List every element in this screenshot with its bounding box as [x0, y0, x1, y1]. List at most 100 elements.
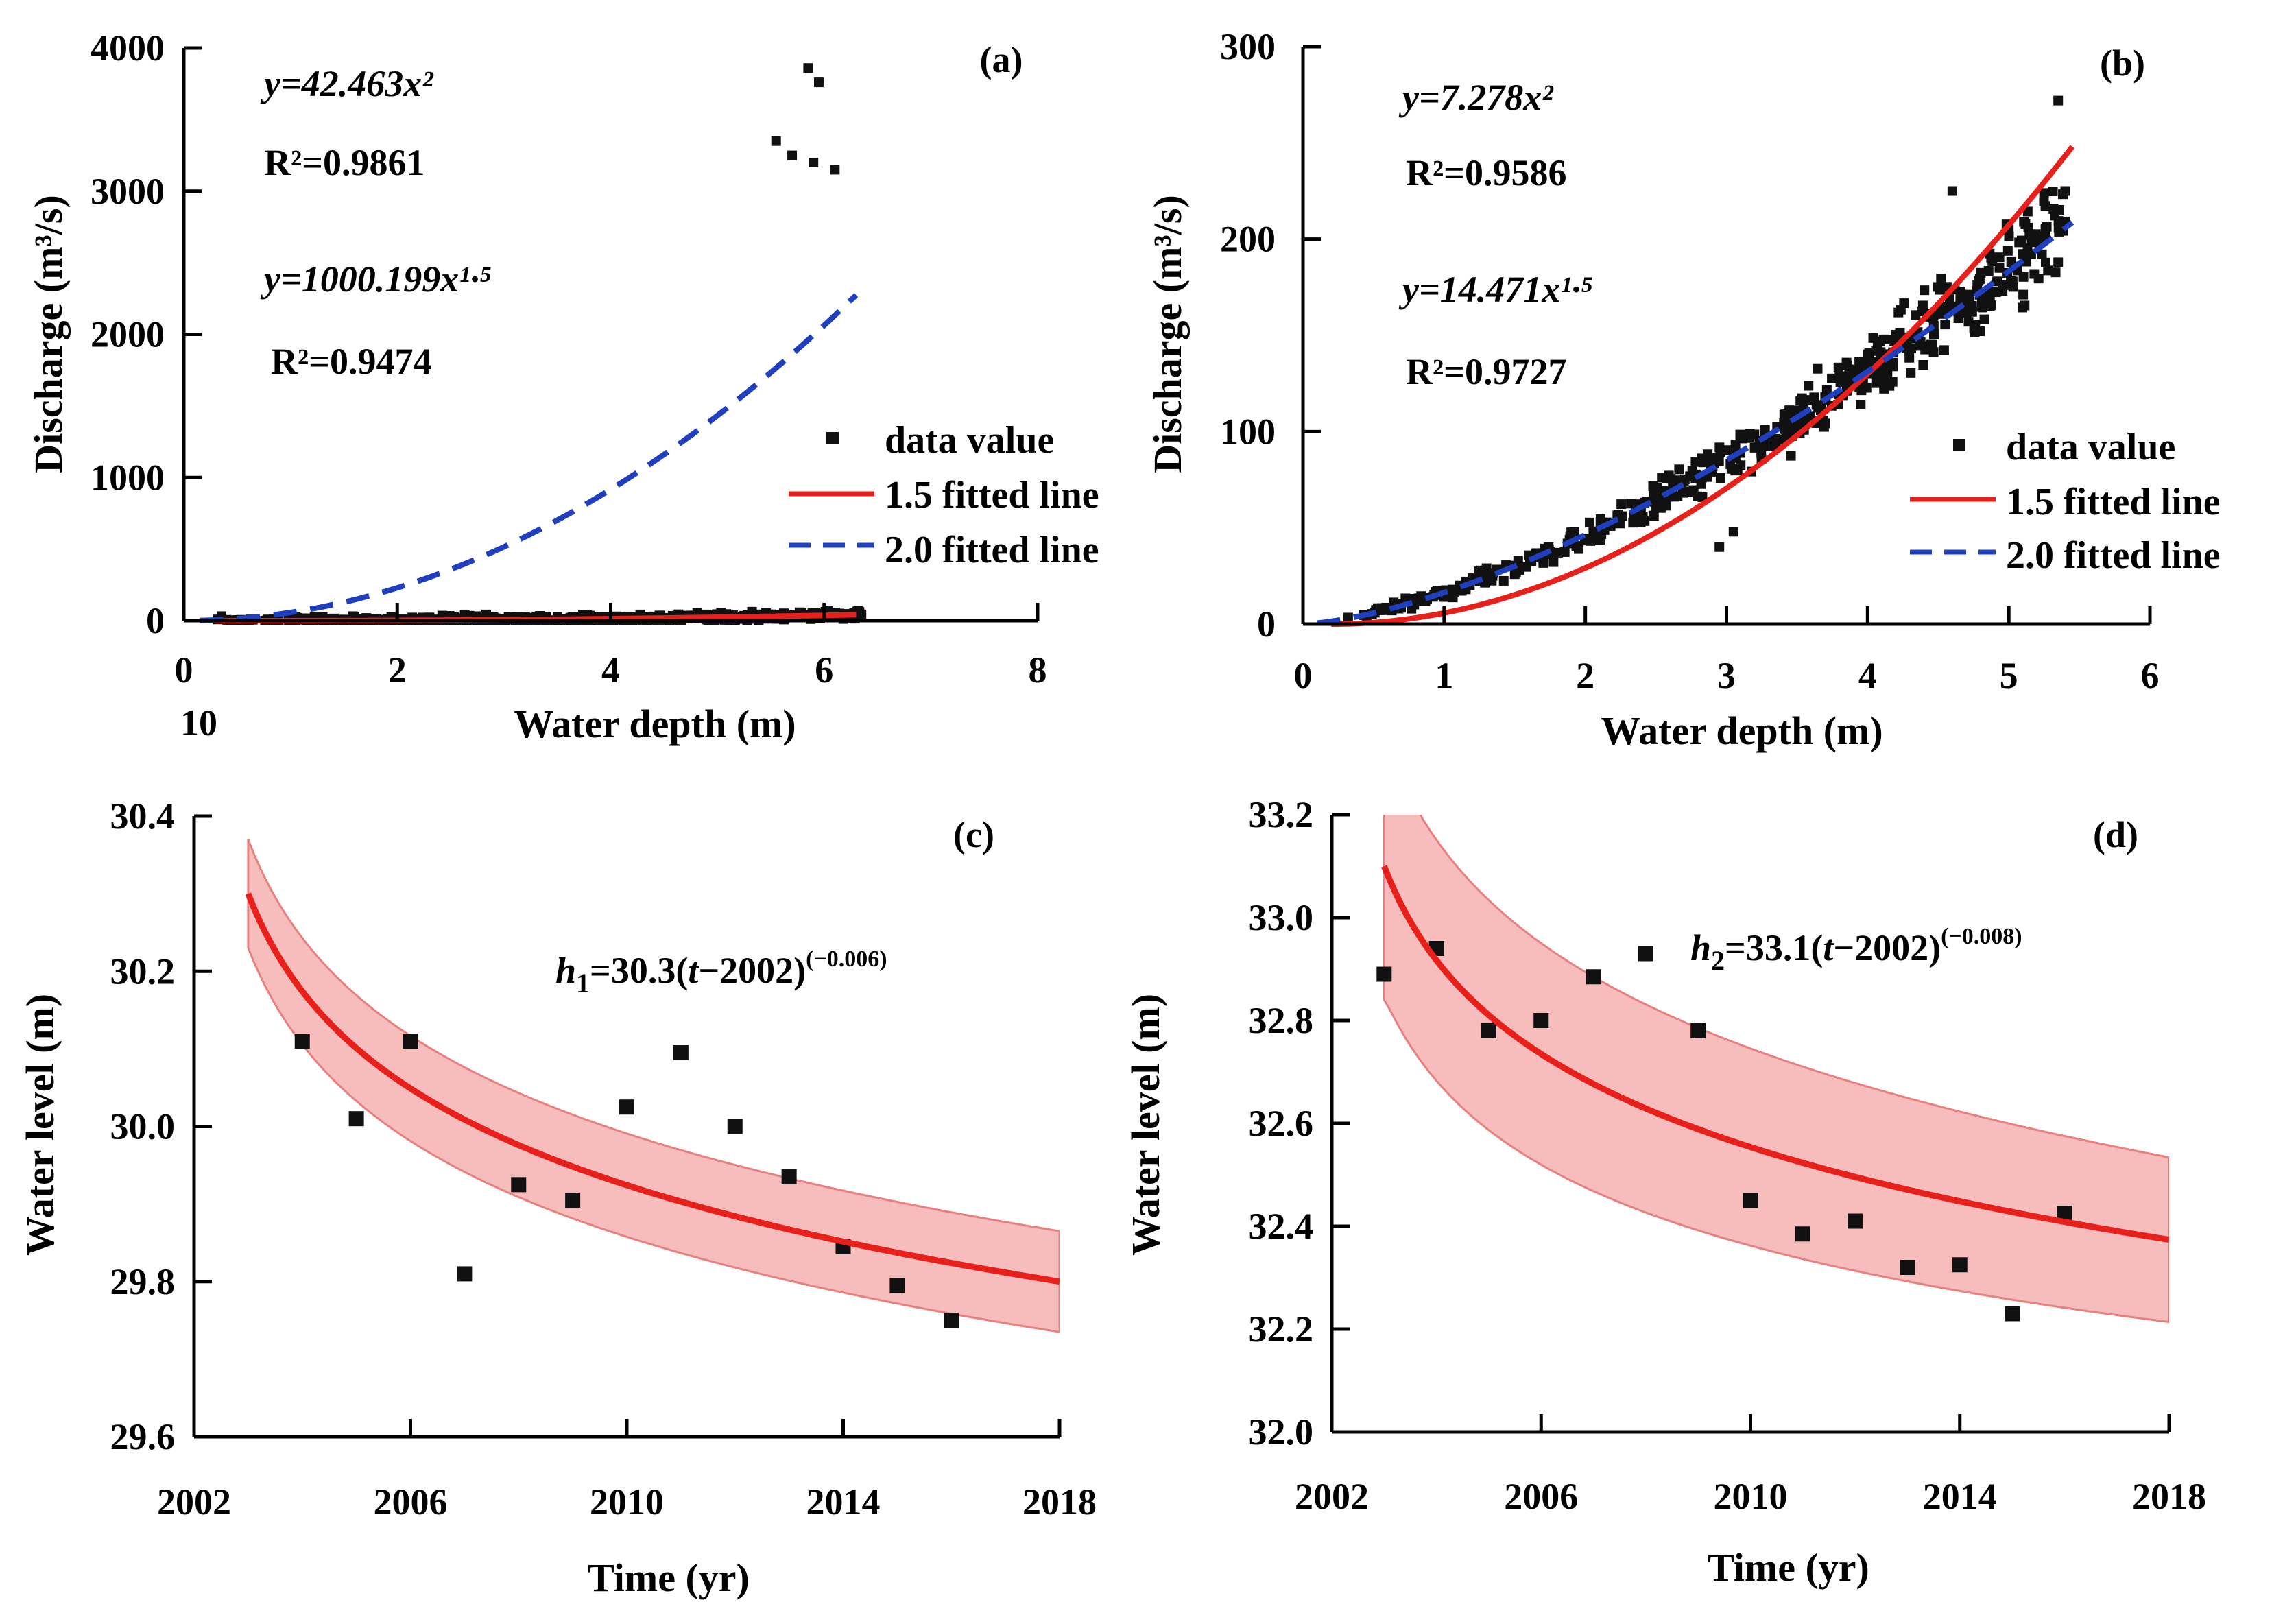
- panel-b-equation-1: y=7.278x²: [1398, 77, 1554, 118]
- panel-b-point: [1708, 453, 1719, 463]
- panel-b-point: [1856, 385, 1867, 396]
- panel-b-point: [1964, 289, 1974, 300]
- panel-c-x-axis-title: Time (yr): [588, 1555, 750, 1600]
- panel-b-point: [1498, 575, 1509, 586]
- panel-b-legend: data value 1.5 fitted line 2.0 fitted li…: [1910, 426, 2221, 577]
- panel-b-point: [2040, 257, 2050, 267]
- panel-c-points: [294, 1034, 959, 1328]
- panel-d-y-axis-title: Water level (m): [1123, 994, 1168, 1256]
- panel-d-equation: h2=33.1(t−2002)(−0.008): [1690, 924, 2022, 976]
- panel-c-y-ticks: [194, 814, 212, 1439]
- panel-d-x-tick-labels: 2002 2006 2010 2014 2018: [1295, 1476, 2206, 1517]
- panel-b-point: [2006, 276, 2016, 286]
- panel-b-point: [1655, 503, 1666, 513]
- panel-c-point-12: [944, 1313, 959, 1328]
- panel-b-outlier-0: [2053, 95, 2064, 106]
- panel-d-y-tick-label-6: 33.2: [1249, 794, 1314, 835]
- panel-c-band: [247, 839, 1060, 1333]
- panel-b-point: [1939, 345, 1949, 355]
- chart-panel-b: 0 1 2 3 4 5 6 0 100 200 300 Water depth (m) Disch…: [1145, 26, 2221, 753]
- panel-a-extra-tick-label: 10: [180, 702, 217, 743]
- panel-c-confidence-band: [247, 839, 1060, 1333]
- panel-a-y-tick-label-4: 4000: [91, 27, 165, 69]
- panel-d-point-8: [1795, 1226, 1810, 1242]
- panel-b-point: [1888, 361, 1898, 372]
- panel-b-point: [2037, 249, 2047, 259]
- panel-a-x-axis-title: Water depth (m): [514, 702, 796, 746]
- panel-b-point: [1842, 361, 1852, 371]
- panel-b-x-tick-label-5: 5: [2000, 655, 2018, 696]
- panel-b-point: [1786, 451, 1796, 461]
- panel-b-point: [1595, 514, 1605, 524]
- panel-a-x-ticks: [182, 603, 1040, 621]
- panel-a-x-tick-label-1: 2: [388, 649, 407, 691]
- panel-d-eq-body: =33.1(: [1725, 927, 1823, 968]
- panel-c-x-tick-label-1: 2006: [374, 1481, 448, 1522]
- panel-b-point: [1343, 612, 1353, 623]
- panel-b-point: [2029, 269, 2040, 279]
- panel-d-point-11: [1952, 1257, 1968, 1273]
- panel-c-x-tick-labels: 2002 2006 2010 2014 2018: [157, 1481, 1097, 1522]
- panel-d-y-tick-label-5: 33.0: [1249, 897, 1314, 938]
- panel-d-point-0: [1376, 966, 1392, 982]
- panel-b-point: [1648, 510, 1658, 521]
- panel-b-point: [1881, 372, 1891, 382]
- panel-b-point: [2048, 186, 2058, 196]
- panel-d-point-12: [2005, 1306, 2020, 1322]
- panel-b-point: [1852, 366, 1863, 376]
- panel-b-point: [1538, 558, 1548, 568]
- panel-b-point: [1925, 341, 1935, 351]
- panel-b-point: [1484, 571, 1494, 582]
- panel-b-point: [1669, 492, 1679, 502]
- panel-d-x-ticks: [1330, 1414, 2171, 1432]
- panel-c-point-2: [403, 1034, 418, 1049]
- panel-a-y-tick-labels: 0 1000 2000 3000 4000: [91, 27, 165, 641]
- panel-d-fit-lines: [1381, 865, 2169, 1243]
- panel-b-point: [1730, 466, 1741, 476]
- panel-b-x-tick-label-6: 6: [2141, 655, 2160, 696]
- panel-c-point-6: [619, 1099, 634, 1115]
- panel-c-eq-tail: −2002): [698, 950, 806, 991]
- panel-b-point: [2039, 197, 2049, 207]
- panel-b-point: [1899, 298, 1909, 309]
- panel-a-equation-1: y=42.463x²: [260, 63, 434, 104]
- panel-b-point: [1986, 300, 1996, 311]
- panel-b-x-tick-label-3: 3: [1717, 655, 1736, 696]
- panel-d-x-tick-label-2: 2010: [1714, 1476, 1788, 1517]
- panel-b-point: [1871, 378, 1881, 388]
- panel-c-point-11: [889, 1278, 905, 1293]
- panel-b-point: [1920, 285, 1930, 296]
- panel-b-fit-lines: [1317, 145, 2074, 627]
- panel-b-point: [1979, 314, 1989, 324]
- panel-b-x-ticks: [1301, 606, 2152, 624]
- panel-d-y-tick-label-1: 32.2: [1249, 1309, 1314, 1350]
- panel-b-point: [1906, 368, 1916, 378]
- panel-b-y-ticks: [1303, 45, 1321, 626]
- panel-d-point-13: [2057, 1206, 2072, 1221]
- panel-c-eq-sub: 1: [576, 968, 590, 999]
- panel-b-point: [2018, 302, 2028, 313]
- panel-d-eq-var: h: [1690, 927, 1711, 968]
- panel-b-point: [1863, 349, 1873, 359]
- panel-b-point: [1674, 464, 1684, 475]
- panel-b-fit-red: [1331, 145, 2074, 627]
- panel-a-legend-data: data value: [885, 419, 1054, 462]
- panel-c-equation: h1=30.3(t−2002)(−0.006): [555, 946, 887, 999]
- panel-b-point: [1809, 392, 1819, 403]
- panel-b-point: [1928, 329, 1939, 339]
- panel-d-y-ticks: [1332, 813, 1350, 1434]
- panel-b-point: [2054, 204, 2064, 215]
- panel-b-point: [1616, 499, 1627, 510]
- panel-b-point: [1687, 466, 1697, 476]
- panel-d-eq-sub: 2: [1711, 945, 1725, 976]
- panel-c-point-3: [457, 1266, 473, 1282]
- panel-c-y-tick-labels: 29.6 29.8 30.0 30.2 30.4: [110, 796, 176, 1457]
- panel-a-y-ticks: [184, 46, 202, 623]
- panel-a-y-tick-label-0: 0: [146, 600, 165, 641]
- panel-d-x-axis-title: Time (yr): [1708, 1545, 1869, 1590]
- panel-b-point: [1666, 474, 1676, 484]
- panel-d-confidence-band: [1383, 815, 2169, 1324]
- panel-a-fit-blue: [200, 293, 859, 623]
- panel-d-point-3: [1533, 1013, 1549, 1028]
